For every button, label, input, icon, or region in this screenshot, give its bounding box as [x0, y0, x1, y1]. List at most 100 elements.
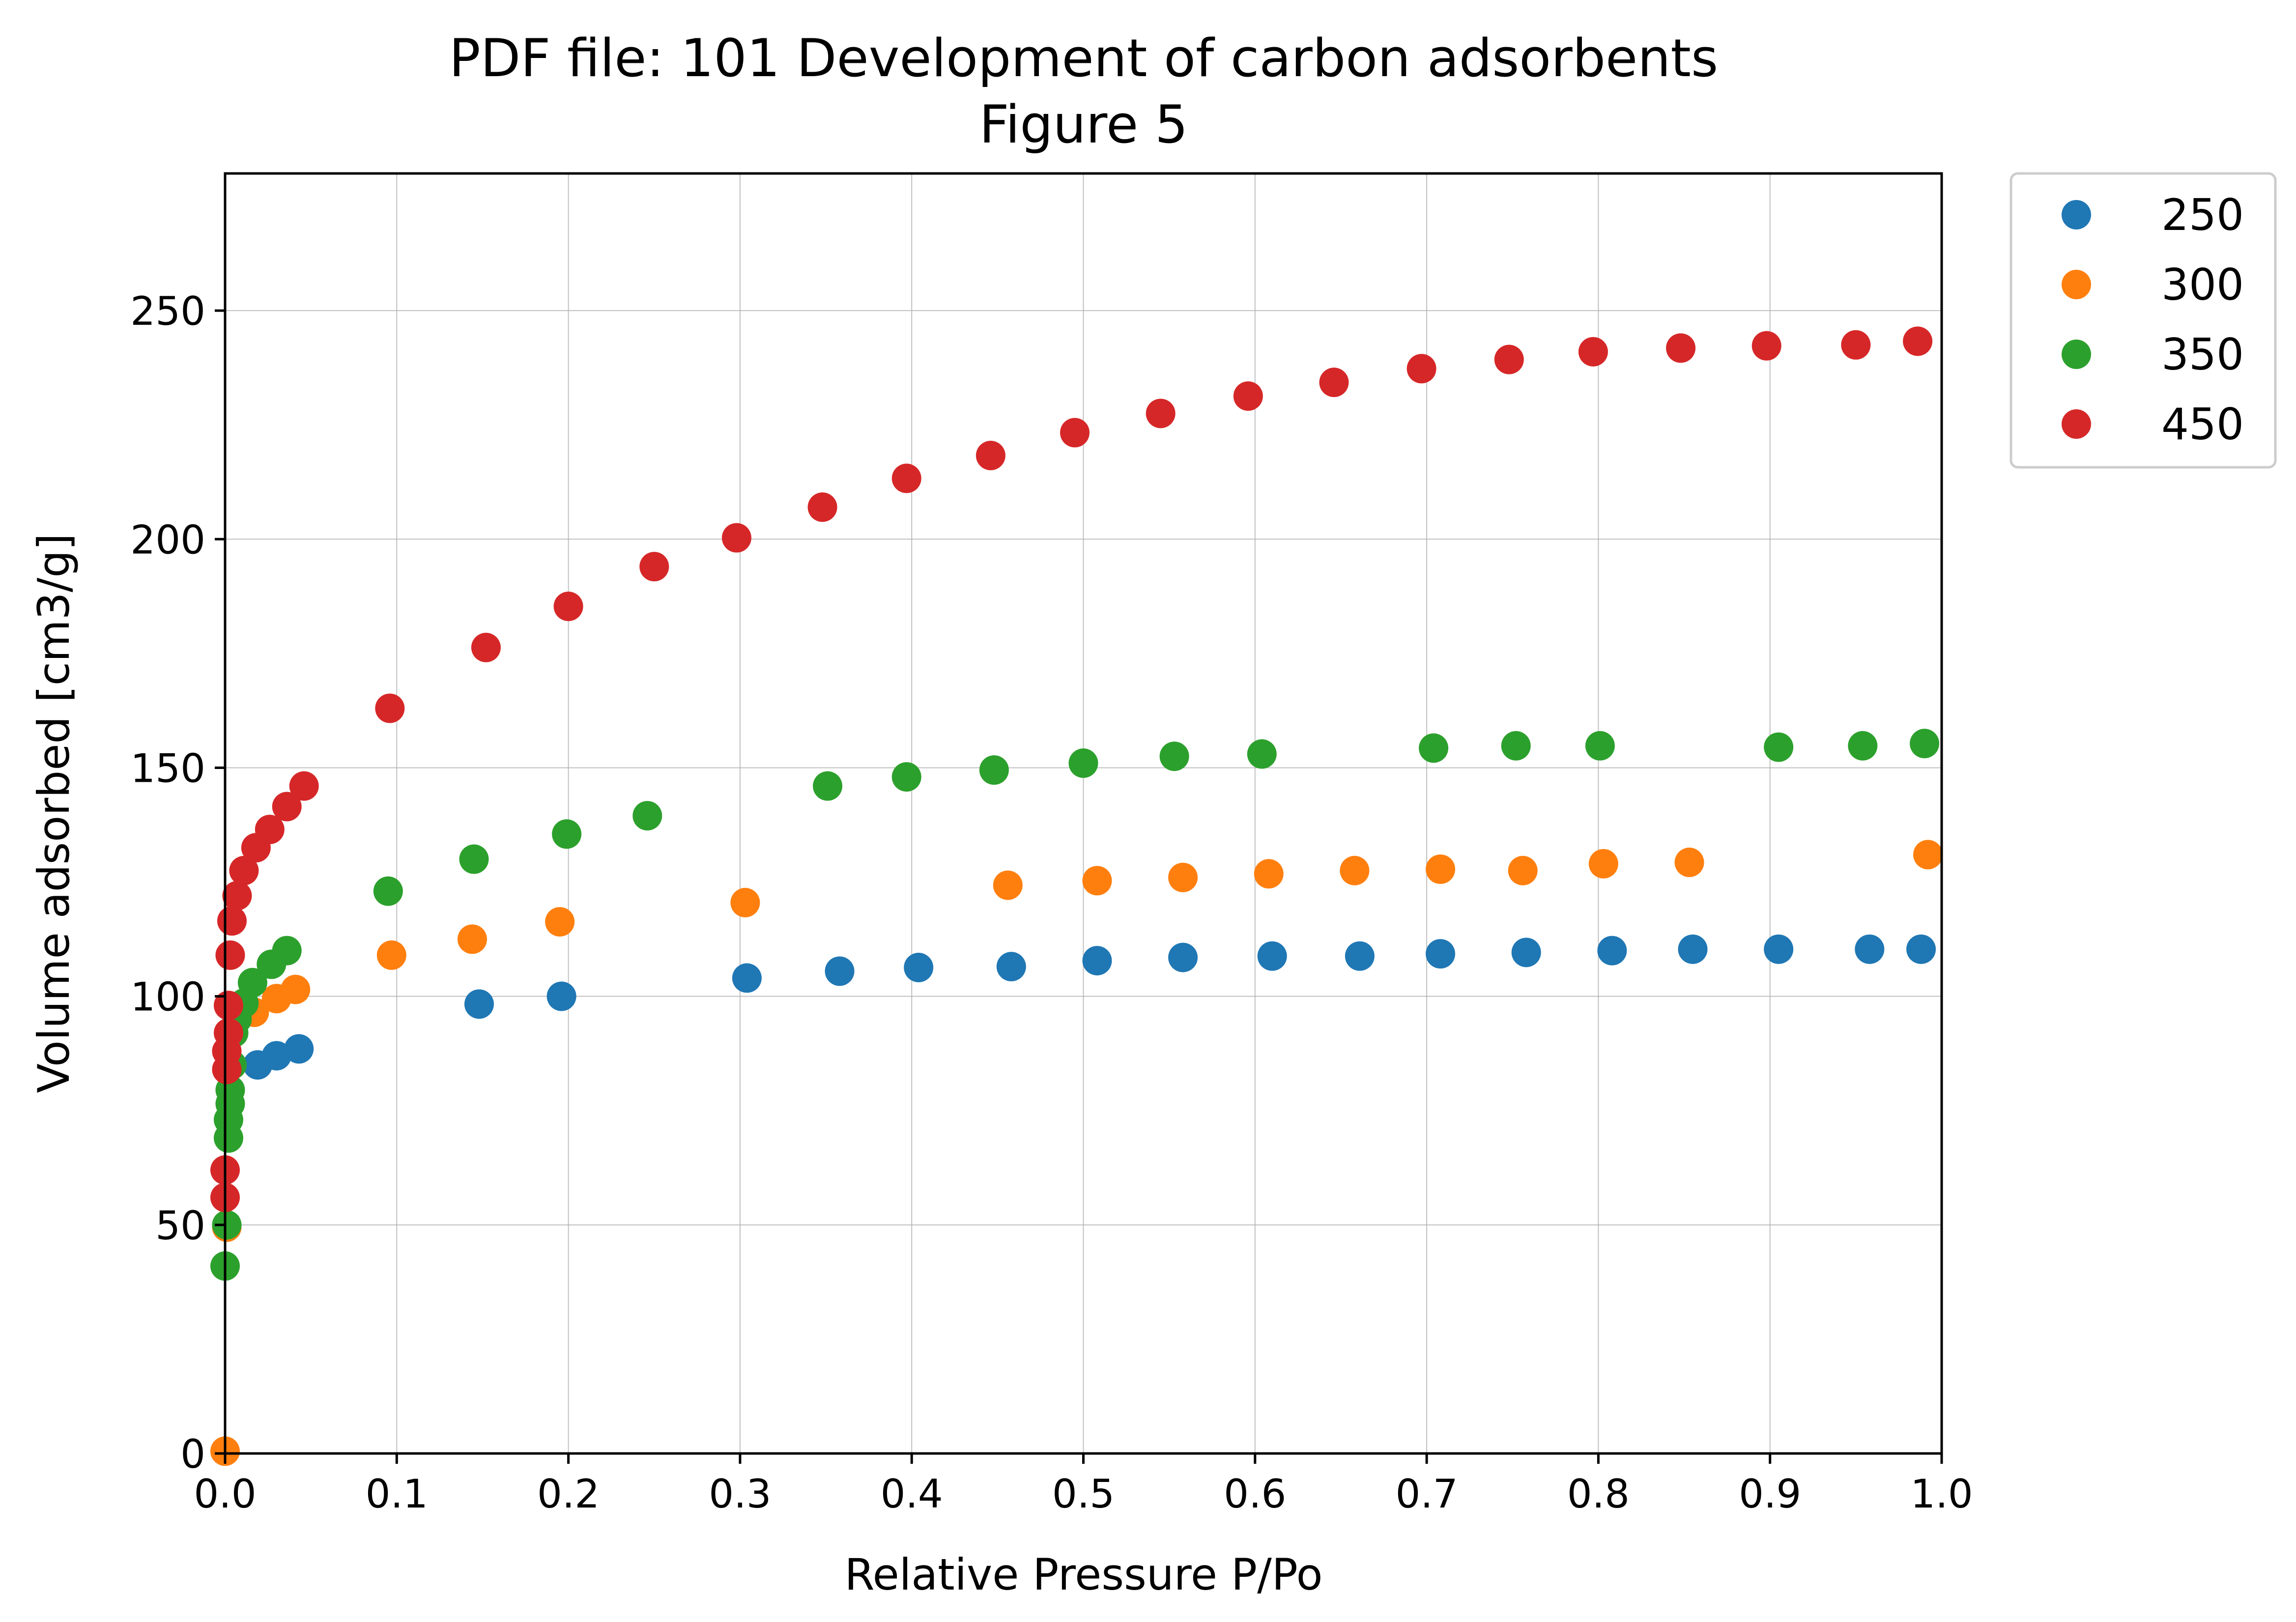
data-point-250 [1168, 942, 1198, 972]
y-tick-label: 100 [130, 974, 205, 1020]
data-point-300 [1508, 855, 1538, 885]
data-point-350 [813, 771, 843, 801]
data-point-450 [807, 492, 837, 522]
y-tick-label: 200 [130, 517, 205, 563]
data-point-450 [217, 906, 247, 936]
chart-title: PDF file: 101 Development of carbon adso… [449, 28, 1718, 88]
data-point-450 [1841, 330, 1871, 360]
y-axis-label: Volume adsorbed [cm3/g] [29, 533, 79, 1093]
data-point-250 [996, 952, 1026, 982]
y-tick-label: 0 [180, 1431, 205, 1477]
data-point-450 [1666, 333, 1696, 363]
data-point-450 [213, 1018, 243, 1048]
data-point-250 [1511, 938, 1541, 968]
data-point-250 [1906, 934, 1936, 964]
data-point-350 [891, 762, 921, 792]
data-point-350 [459, 844, 489, 874]
data-point-250 [1257, 941, 1287, 971]
data-point-450 [1406, 354, 1436, 384]
series-450 [210, 326, 1933, 1212]
data-point-350 [1068, 748, 1098, 778]
x-tick-label: 0.9 [1739, 1471, 1801, 1517]
data-point-250 [1597, 936, 1627, 966]
data-point-450 [553, 592, 583, 622]
legend-label-250: 250 [2161, 190, 2244, 240]
data-point-250 [546, 981, 576, 1011]
y-axis-ticks: 0 50 100 150 200 250 [130, 288, 225, 1477]
data-point-450 [375, 693, 405, 723]
chart-subtitle: Figure 5 [979, 94, 1188, 155]
data-point-250 [732, 963, 762, 993]
data-point-450 [1578, 337, 1608, 367]
data-point-300 [1674, 848, 1704, 878]
data-point-300 [281, 974, 311, 1004]
legend-marker-450 [2062, 409, 2091, 439]
data-point-300 [1340, 855, 1370, 885]
data-point-450 [1319, 368, 1349, 398]
x-tick-label: 0.0 [194, 1471, 256, 1517]
data-point-250 [1764, 934, 1794, 964]
data-point-350 [1419, 733, 1449, 763]
data-point-450 [891, 463, 921, 493]
data-point-350 [1159, 741, 1189, 771]
legend-marker-250 [2062, 200, 2091, 229]
data-point-300 [1588, 849, 1618, 879]
data-point-350 [1501, 731, 1531, 761]
legend-label-450: 450 [2161, 399, 2244, 450]
x-tick-label: 1.0 [1910, 1471, 1973, 1517]
data-point-300 [457, 924, 487, 954]
x-tick-label: 0.1 [366, 1471, 428, 1517]
data-point-300 [993, 870, 1023, 900]
legend-box [2009, 172, 2277, 469]
data-point-250 [261, 1041, 291, 1071]
data-point-350 [1910, 729, 1940, 759]
x-axis-label: Relative Pressure P/Po [844, 1549, 1322, 1600]
data-point-450 [471, 632, 501, 662]
x-tick-label: 0.5 [1052, 1471, 1115, 1517]
x-tick-label: 0.8 [1567, 1471, 1630, 1517]
data-point-350 [1764, 732, 1794, 762]
data-point-250 [1345, 941, 1375, 971]
y-tick-label: 50 [155, 1203, 205, 1249]
data-point-450 [229, 855, 259, 885]
data-point-300 [1913, 840, 1943, 870]
data-point-450 [272, 792, 302, 822]
data-point-250 [1426, 939, 1456, 969]
data-point-300 [730, 887, 760, 917]
data-point-300 [1082, 866, 1112, 896]
data-point-450 [213, 991, 243, 1021]
data-point-250 [825, 956, 855, 986]
data-point-350 [979, 755, 1009, 785]
legend-marker-300 [2062, 270, 2091, 299]
data-point-300 [545, 907, 575, 937]
data-point-450 [721, 523, 751, 553]
data-point-450 [222, 881, 252, 911]
data-point-250 [1082, 946, 1112, 976]
y-tick-label: 150 [130, 745, 205, 791]
data-point-350 [1848, 731, 1878, 761]
y-tick-label: 250 [130, 288, 205, 334]
data-point-250 [1678, 934, 1708, 964]
data-point-450 [1233, 381, 1263, 411]
data-point-350 [1247, 739, 1277, 769]
data-point-300 [1254, 859, 1284, 889]
data-point-350 [373, 876, 403, 906]
legend-label-350: 350 [2161, 329, 2244, 380]
x-tick-label: 0.3 [709, 1471, 771, 1517]
data-point-350 [212, 1210, 242, 1240]
data-point-250 [464, 989, 494, 1019]
data-point-450 [976, 441, 1005, 471]
legend-marker-350 [2062, 340, 2091, 369]
data-point-350 [632, 801, 662, 831]
data-point-350 [552, 819, 582, 849]
data-point-450 [255, 815, 285, 845]
data-point-450 [1494, 344, 1524, 374]
data-point-450 [639, 552, 669, 582]
data-point-450 [1060, 418, 1090, 448]
legend: 250 300 350 450 [2009, 172, 2277, 469]
data-point-450 [1751, 331, 1781, 361]
series-250 [243, 934, 1936, 1080]
data-point-250 [1855, 934, 1885, 964]
data-point-300 [376, 940, 406, 970]
